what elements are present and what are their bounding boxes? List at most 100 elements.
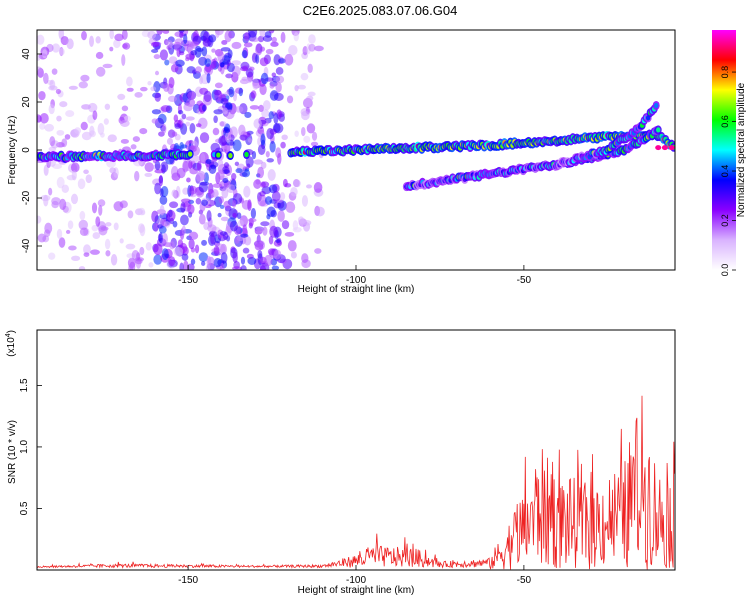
heatmap-cell [269, 90, 279, 101]
heatmap-cell [210, 232, 215, 245]
heatmap-cell [242, 224, 248, 237]
heatmap-cell [199, 132, 210, 144]
heatmap-cell [271, 265, 280, 270]
heatmap-cell [121, 30, 128, 40]
heatmap-cell [262, 35, 273, 42]
heatmap-cell [255, 43, 263, 56]
heatmap-cell [187, 151, 193, 157]
heatmap-cell [104, 238, 111, 250]
heatmap-cell [314, 248, 322, 254]
heatmap-cell [95, 51, 104, 60]
heatmap-cell [126, 87, 134, 92]
heatmap-cell [37, 215, 42, 224]
heatmap-cell [247, 138, 253, 143]
heatmap-cell [219, 262, 225, 270]
heatmap-cell [280, 141, 286, 149]
heatmap-cell [292, 226, 302, 233]
heatmap-cell [212, 127, 220, 136]
heatmap-cell [313, 181, 323, 193]
heatmap-cell [244, 151, 249, 158]
heatmap-cell [44, 123, 55, 132]
heatmap-cell [91, 224, 99, 232]
heatmap-cell [140, 86, 148, 92]
heatmap-cell [199, 76, 204, 85]
colorbar-tick-label: 0.4 [720, 165, 730, 178]
heatmap-cell [171, 189, 178, 198]
heatmap-cell [297, 84, 306, 90]
heatmap-cell [139, 128, 148, 135]
heatmap-cell [268, 235, 274, 245]
heatmap-cell [301, 253, 309, 264]
heatmap-cell [183, 260, 189, 270]
heatmap-cell [222, 107, 228, 115]
heatmap-cell [154, 92, 161, 102]
heatmap-cell [284, 183, 292, 188]
heatmap-cell [139, 224, 146, 237]
heatmap-cell [68, 85, 78, 90]
heatmap-cell [270, 41, 279, 47]
heatmap-cell [77, 178, 86, 190]
heatmap-cell [154, 160, 161, 171]
heatmap-cell [247, 257, 257, 265]
heatmap-cell [260, 133, 266, 146]
heatmap-cell [266, 127, 274, 140]
heatmap-cell [78, 219, 88, 230]
heatmap-cell [201, 46, 208, 57]
heatmap-cell [241, 65, 248, 72]
heatmap-cell [97, 123, 105, 136]
heatmap-cell [303, 135, 311, 144]
heatmap-cell [102, 63, 113, 69]
heatmap-cell [241, 50, 248, 59]
heatmap-cell [265, 48, 274, 55]
heatmap-cell [225, 131, 232, 143]
heatmap-cell [275, 75, 285, 84]
heatmap-cell [232, 212, 237, 218]
heatmap-cell [288, 44, 298, 56]
heatmap-cell [113, 222, 119, 231]
heatmap-cell [152, 222, 159, 233]
heatmap-cell [61, 184, 70, 194]
heatmap-cell [229, 220, 238, 232]
heatmap-cell [194, 244, 200, 254]
snr-scale-note: (x104) [5, 330, 17, 357]
snr-panel: -150 -100 -50 0.5 1.0 1.5 Height of straight… [5, 329, 676, 596]
heatmap-cell [203, 90, 212, 102]
heatmap-cell [200, 152, 206, 163]
heatmap-cell [226, 235, 231, 242]
heatmap-cell [171, 131, 178, 137]
heatmap-cell [206, 210, 212, 222]
heatmap-cell [157, 224, 163, 229]
heatmap-cell [260, 221, 270, 227]
heatmap-cell [43, 194, 49, 207]
heatmap-cell [159, 49, 169, 61]
heatmap-cell [277, 210, 285, 222]
heatmap-cell [151, 118, 158, 124]
heatmap-cell [661, 145, 668, 151]
heatmap-cell [153, 54, 161, 60]
x-tick-label: -100 [346, 275, 366, 286]
snr-y-axis-label: SNR (10 * v/v) [7, 420, 18, 484]
heatmap-cell [206, 73, 211, 84]
heatmap-cell [268, 111, 275, 120]
heatmap-cell [173, 114, 179, 123]
heatmap-cell [59, 101, 68, 108]
heatmap-cell [145, 242, 152, 251]
heatmap-cell [58, 48, 65, 56]
heatmap-cell [74, 127, 82, 134]
heatmap-cell [223, 144, 233, 150]
svg-text:(x104): (x104) [5, 330, 17, 357]
heatmap-cell [244, 111, 252, 119]
heatmap-cell [293, 32, 299, 42]
y-tick-label: 1.0 [19, 440, 30, 454]
heatmap-cell [213, 115, 218, 124]
x-tick-label: -50 [517, 575, 532, 586]
heatmap-cell [286, 95, 294, 104]
heatmap-cell [79, 227, 89, 236]
heatmap-cell [235, 168, 243, 174]
heatmap-cell [39, 112, 49, 124]
heatmap-cell [207, 188, 215, 199]
heatmap-cell [315, 206, 325, 217]
heatmap-cell [188, 185, 198, 195]
heatmap-cell [103, 118, 109, 125]
heatmap-cell [173, 246, 184, 257]
